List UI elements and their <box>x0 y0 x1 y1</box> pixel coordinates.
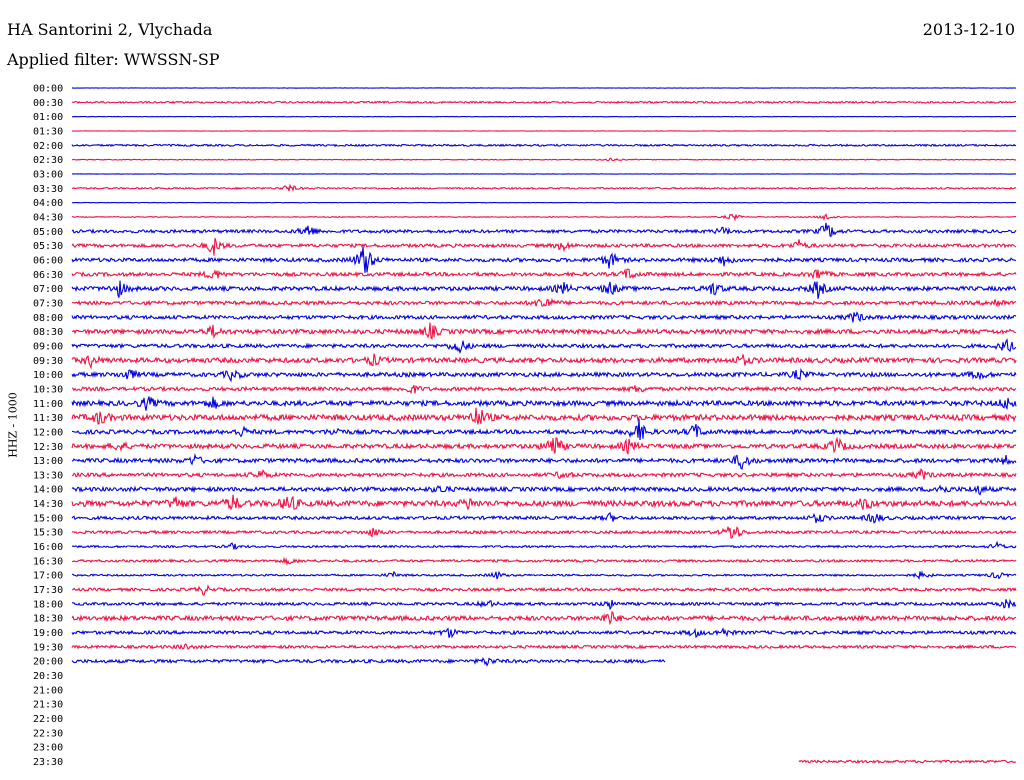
time-label: 07:30 <box>33 298 63 309</box>
recording-date: 2013-12-10 <box>922 20 1015 39</box>
time-label: 11:00 <box>33 399 63 410</box>
time-label: 17:00 <box>33 571 63 582</box>
trace-0500 <box>71 222 1017 238</box>
time-label: 21:30 <box>33 700 63 711</box>
trace-0830 <box>71 322 1017 340</box>
trace-0800 <box>71 311 1017 323</box>
time-label: 18:30 <box>33 614 63 625</box>
time-label: 19:00 <box>33 628 63 639</box>
time-label: 22:30 <box>33 728 63 739</box>
time-label: 02:00 <box>33 141 63 152</box>
trace-1930 <box>71 643 1017 650</box>
time-label: 05:00 <box>33 227 63 238</box>
trace-1130 <box>71 407 1017 425</box>
trace-1200 <box>71 418 1017 441</box>
trace-1030 <box>71 384 1017 395</box>
trace-1900 <box>71 627 1017 639</box>
time-label: 01:30 <box>33 126 63 137</box>
filter-label: Applied filter: WWSSN-SP <box>7 50 220 69</box>
time-label: 16:00 <box>33 542 63 553</box>
time-label: 06:30 <box>33 270 63 281</box>
trace-0630 <box>71 268 1017 280</box>
trace-1330 <box>71 468 1017 480</box>
time-label: 15:00 <box>33 513 63 524</box>
time-label: 08:30 <box>33 327 63 338</box>
trace-1300 <box>71 452 1017 470</box>
trace-1430 <box>71 494 1017 511</box>
time-label: 18:00 <box>33 599 63 610</box>
trace-0200 <box>71 143 1017 148</box>
time-label: 12:30 <box>33 442 63 453</box>
trace-0330 <box>71 183 1017 193</box>
time-label: 10:30 <box>33 384 63 395</box>
trace-1400 <box>71 484 1017 496</box>
time-label: 21:00 <box>33 685 63 696</box>
trace-0700 <box>71 280 1017 299</box>
trace-0230 <box>71 157 1017 162</box>
time-label: 05:30 <box>33 241 63 252</box>
time-label: 04:00 <box>33 198 63 209</box>
trace-1700 <box>71 570 1017 581</box>
trace-1000 <box>71 367 1017 383</box>
time-label: 10:00 <box>33 370 63 381</box>
time-label: 14:30 <box>33 499 63 510</box>
time-label: 08:00 <box>33 313 63 324</box>
trace-1600 <box>72 540 1017 550</box>
trace-1500 <box>71 511 1017 524</box>
trace-2330 <box>798 759 1017 764</box>
trace-1730 <box>71 584 1017 597</box>
station-title: HA Santorini 2, Vlychada <box>7 20 213 39</box>
trace-1530 <box>71 525 1017 539</box>
time-label: 09:00 <box>33 341 63 352</box>
time-label: 00:00 <box>33 84 63 95</box>
time-label: 09:30 <box>33 356 63 367</box>
time-label: 17:30 <box>33 585 63 596</box>
time-label: 03:30 <box>33 184 63 195</box>
time-label: 15:30 <box>33 528 63 539</box>
time-label: 00:30 <box>33 98 63 109</box>
time-label: 03:00 <box>33 169 63 180</box>
trace-0030 <box>71 100 1016 105</box>
time-label: 23:30 <box>33 757 63 768</box>
trace-0530 <box>71 237 1017 256</box>
trace-1230 <box>71 436 1017 455</box>
trace-0900 <box>71 338 1017 355</box>
time-label: 07:00 <box>33 284 63 295</box>
time-label: 14:00 <box>33 485 63 496</box>
trace-1100 <box>71 396 1017 411</box>
trace-1630 <box>71 556 1017 567</box>
trace-2000 <box>71 657 666 667</box>
time-label: 04:30 <box>33 212 63 223</box>
time-label: 11:30 <box>33 413 63 424</box>
time-label: 20:30 <box>33 671 63 682</box>
trace-1800 <box>71 598 1017 611</box>
trace-0730 <box>71 297 1017 308</box>
trace-0930 <box>71 353 1017 370</box>
time-label: 13:00 <box>33 456 63 467</box>
trace-1830 <box>71 610 1017 626</box>
time-label: 01:00 <box>33 112 63 123</box>
time-label: 22:00 <box>33 714 63 725</box>
time-label: 02:30 <box>33 155 63 166</box>
time-label: 19:30 <box>33 642 63 653</box>
time-label: 16:30 <box>33 556 63 567</box>
time-label: 20:00 <box>33 657 63 668</box>
time-label: 12:00 <box>33 427 63 438</box>
time-label: 06:00 <box>33 255 63 266</box>
time-label: 13:30 <box>33 470 63 481</box>
trace-0430 <box>71 213 1017 222</box>
time-label: 23:00 <box>33 743 63 754</box>
trace-0600 <box>71 247 1017 273</box>
